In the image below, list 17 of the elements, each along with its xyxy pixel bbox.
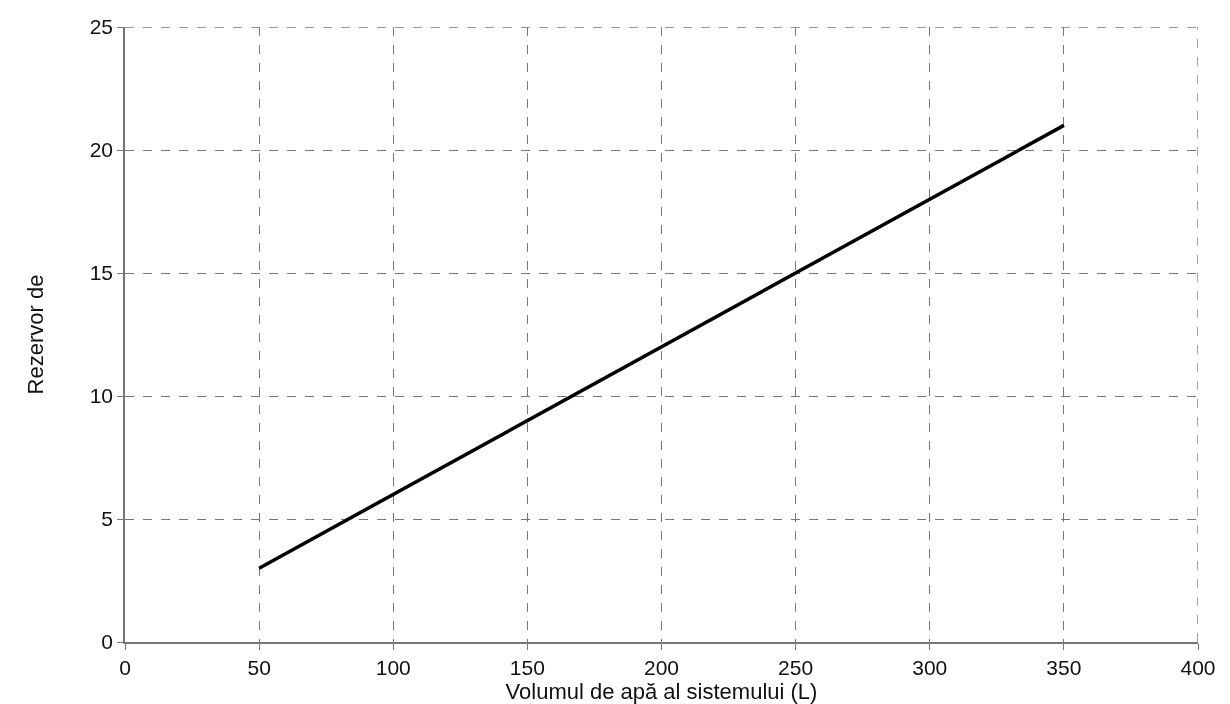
y-tick-label: 15 [89, 261, 114, 285]
y-axis-title: Rezervor de [22, 274, 48, 395]
x-tick-label: 50 [247, 655, 271, 679]
x-tick-label: 200 [643, 655, 680, 679]
y-tick-label: 5 [101, 507, 114, 531]
x-tick-label: 350 [1046, 655, 1082, 679]
y-tick-label: 0 [101, 630, 114, 654]
x-tick-label: 100 [375, 655, 411, 679]
y-tick-label: 25 [89, 15, 114, 39]
y-tick-label: 10 [89, 384, 114, 408]
x-tick-label: 400 [1180, 655, 1216, 679]
x-axis-title: Volumul de apă al sistemului (L) [505, 679, 818, 704]
x-tick-label: 300 [912, 655, 948, 679]
x-tick-label: 0 [119, 655, 131, 679]
x-tick-label: 250 [778, 655, 814, 679]
y-tick-label: 20 [89, 138, 114, 162]
x-tick-label: 150 [509, 655, 545, 679]
